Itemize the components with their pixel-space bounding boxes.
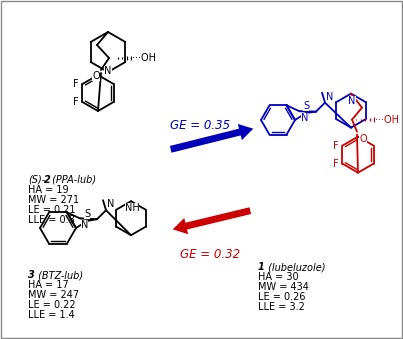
Text: ···OH: ···OH [132, 53, 156, 63]
Text: O: O [92, 71, 100, 81]
FancyArrowPatch shape [173, 207, 251, 234]
Text: (BTZ-lub): (BTZ-lub) [35, 270, 83, 280]
Text: S: S [303, 101, 309, 111]
Text: LLE = 3.2: LLE = 3.2 [258, 302, 305, 312]
FancyArrowPatch shape [170, 124, 253, 153]
Text: O: O [359, 134, 367, 144]
Text: LE = 0.22: LE = 0.22 [28, 300, 76, 310]
Text: LE = 0.21: LE = 0.21 [28, 205, 75, 215]
Text: ···OH: ···OH [375, 115, 399, 125]
Text: (S)-: (S)- [28, 175, 45, 185]
Text: N: N [326, 92, 333, 102]
Text: HA = 30: HA = 30 [258, 272, 299, 282]
Text: 2: 2 [44, 175, 51, 185]
Text: N: N [301, 113, 308, 123]
Text: S: S [84, 209, 90, 219]
Text: 3: 3 [28, 270, 35, 280]
Text: LE = 0.26: LE = 0.26 [258, 292, 305, 302]
Text: GE = 0.32: GE = 0.32 [180, 248, 240, 261]
Text: (lubeluzole): (lubeluzole) [265, 262, 326, 272]
Text: N: N [348, 96, 356, 106]
Text: LLE = 1.4: LLE = 1.4 [28, 310, 75, 320]
Text: F: F [73, 97, 79, 107]
Text: N: N [107, 199, 114, 209]
Text: MW = 247: MW = 247 [28, 290, 79, 300]
Text: (PPA-lub): (PPA-lub) [49, 175, 96, 185]
Text: HA = 17: HA = 17 [28, 280, 69, 290]
Text: 1: 1 [258, 262, 265, 272]
Text: MW = 434: MW = 434 [258, 282, 309, 292]
Text: HA = 19: HA = 19 [28, 185, 69, 195]
Text: F: F [73, 79, 79, 89]
Text: N: N [81, 220, 88, 231]
Text: MW = 271: MW = 271 [28, 195, 79, 205]
Text: F: F [333, 141, 339, 151]
Text: LLE = 0.8: LLE = 0.8 [28, 215, 75, 225]
Text: N: N [104, 66, 112, 76]
Text: F: F [333, 159, 339, 168]
Text: NH: NH [125, 203, 139, 213]
Text: GE = 0.35: GE = 0.35 [170, 119, 230, 132]
